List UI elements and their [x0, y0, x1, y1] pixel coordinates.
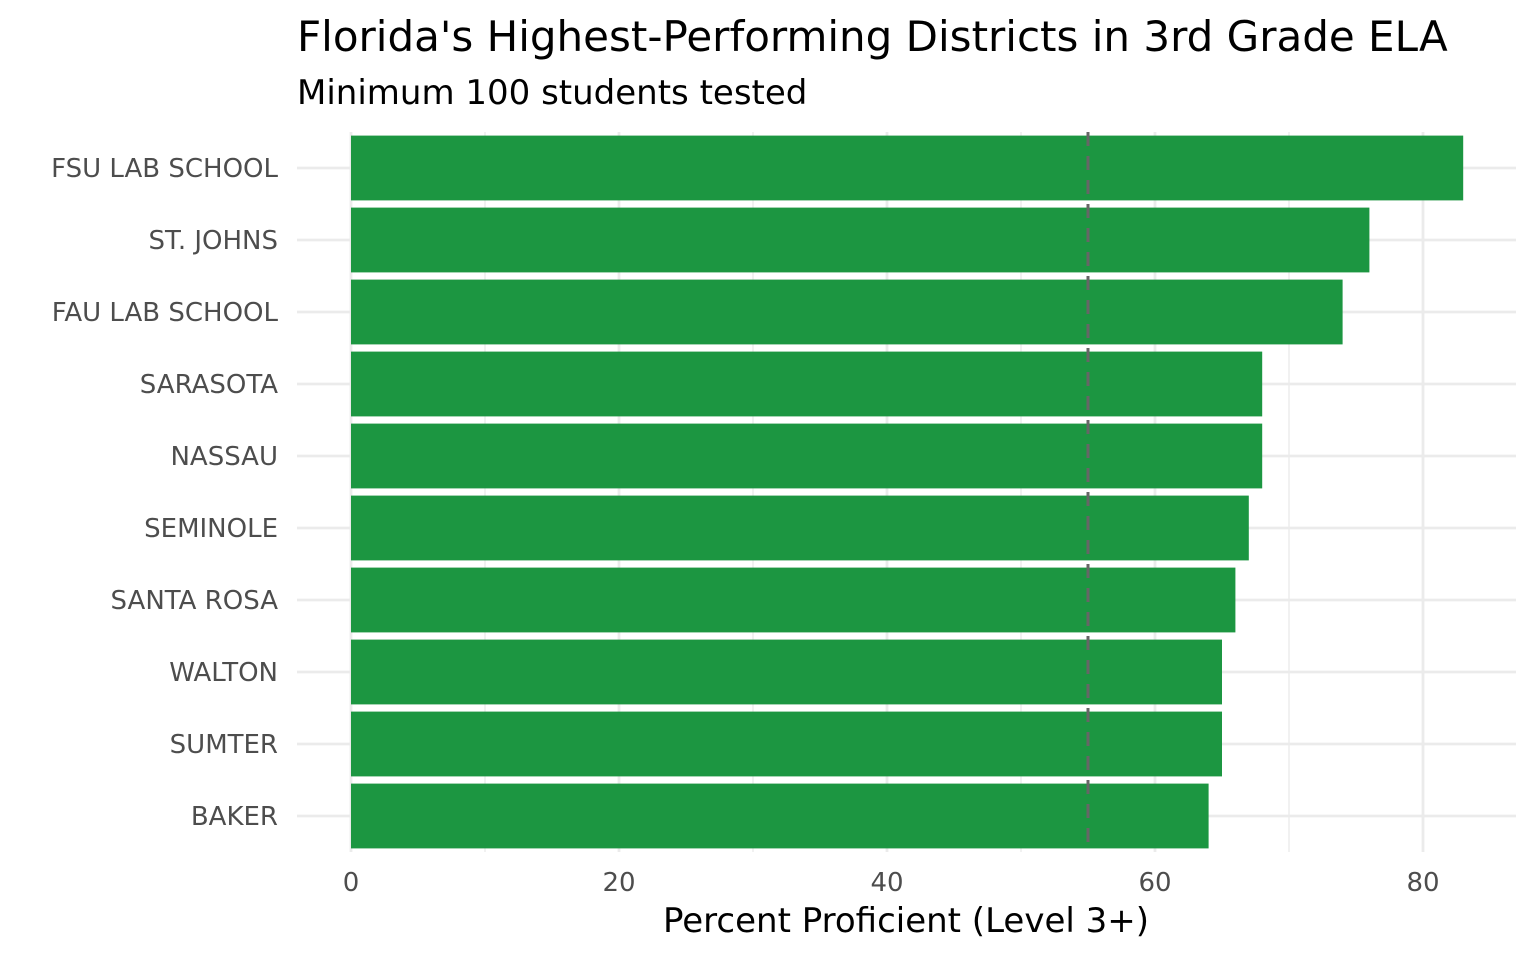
bar: [351, 567, 1236, 633]
x-tick-label: 0: [343, 868, 360, 898]
bar: [351, 135, 1464, 201]
y-tick-label: SANTA ROSA: [111, 586, 279, 616]
bar: [351, 279, 1343, 345]
y-tick-label: WALTON: [169, 658, 278, 688]
bar: [351, 711, 1222, 777]
bar: [351, 783, 1209, 849]
chart-subtitle: Minimum 100 students tested: [297, 73, 807, 113]
bar: [351, 639, 1222, 705]
bar: [351, 207, 1370, 273]
x-tick-label: 20: [602, 868, 635, 898]
chart-title: Florida's Highest-Performing Districts i…: [297, 12, 1448, 61]
x-axis-ticks: 0 20 40 60 80: [343, 868, 1440, 898]
x-tick-label: 40: [870, 868, 903, 898]
x-axis-label: Percent Proficient (Level 3+): [663, 901, 1149, 941]
y-tick-label: FAU LAB SCHOOL: [52, 298, 279, 328]
y-tick-label: SARASOTA: [140, 370, 278, 400]
y-tick-label: NASSAU: [170, 442, 278, 472]
y-tick-label: ST. JOHNS: [149, 226, 278, 256]
x-tick-label: 60: [1138, 868, 1171, 898]
bar: [351, 423, 1263, 489]
x-tick-label: 80: [1406, 868, 1439, 898]
y-axis-ticks: FSU LAB SCHOOL ST. JOHNS FAU LAB SCHOOL SAR…: [51, 154, 278, 832]
bar: [351, 495, 1249, 561]
y-tick-label: SEMINOLE: [144, 514, 278, 544]
y-tick-label: SUMTER: [170, 730, 278, 760]
bars: [351, 135, 1464, 849]
bar: [351, 351, 1263, 417]
y-tick-label: FSU LAB SCHOOL: [51, 154, 278, 184]
y-tick-label: BAKER: [191, 802, 278, 832]
